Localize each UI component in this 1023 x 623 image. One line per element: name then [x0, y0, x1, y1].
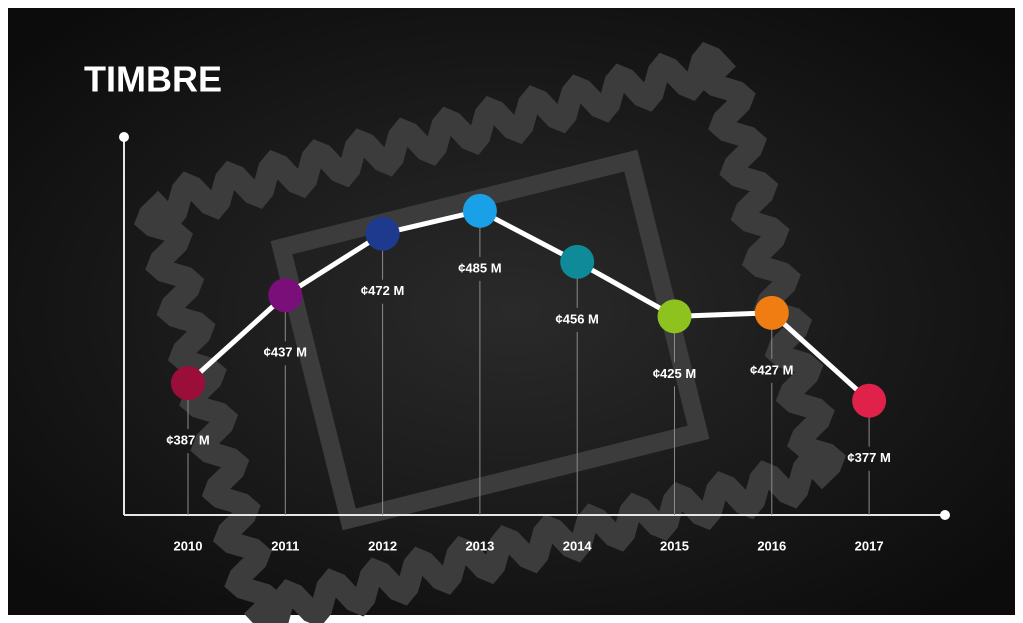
value-label: ¢377 M	[847, 450, 890, 465]
x-tick-label: 2010	[174, 538, 203, 553]
data-point	[560, 244, 595, 279]
x-tick-label: 2011	[271, 538, 299, 553]
value-label: ¢437 M	[264, 345, 307, 360]
value-label: ¢425 M	[653, 366, 696, 381]
data-point	[171, 366, 205, 401]
chart-title: TIMBRE	[84, 59, 222, 100]
data-point	[268, 278, 303, 313]
stamp-decoration	[134, 41, 846, 623]
stamp-frame	[270, 149, 710, 531]
value-label: ¢485 M	[458, 260, 501, 275]
x-tick-label: 2015	[660, 538, 689, 553]
x-tick-label: 2014	[563, 538, 593, 553]
value-label: ¢472 M	[361, 283, 404, 298]
data-point	[657, 299, 692, 334]
data-point	[462, 193, 497, 228]
x-tick-label: 2017	[855, 538, 884, 553]
value-label: ¢427 M	[750, 362, 793, 377]
data-point	[852, 383, 887, 418]
x-tick-label: 2012	[368, 538, 397, 553]
y-axis-end	[119, 132, 129, 142]
stamp-border	[134, 41, 846, 623]
data-point	[754, 295, 789, 330]
x-axis-end	[940, 510, 950, 520]
data-point	[365, 216, 400, 251]
x-tick-label: 2016	[757, 538, 786, 553]
value-label: ¢387 M	[166, 433, 209, 448]
x-tick-label: 2013	[465, 538, 494, 553]
value-label: ¢456 M	[556, 311, 599, 326]
